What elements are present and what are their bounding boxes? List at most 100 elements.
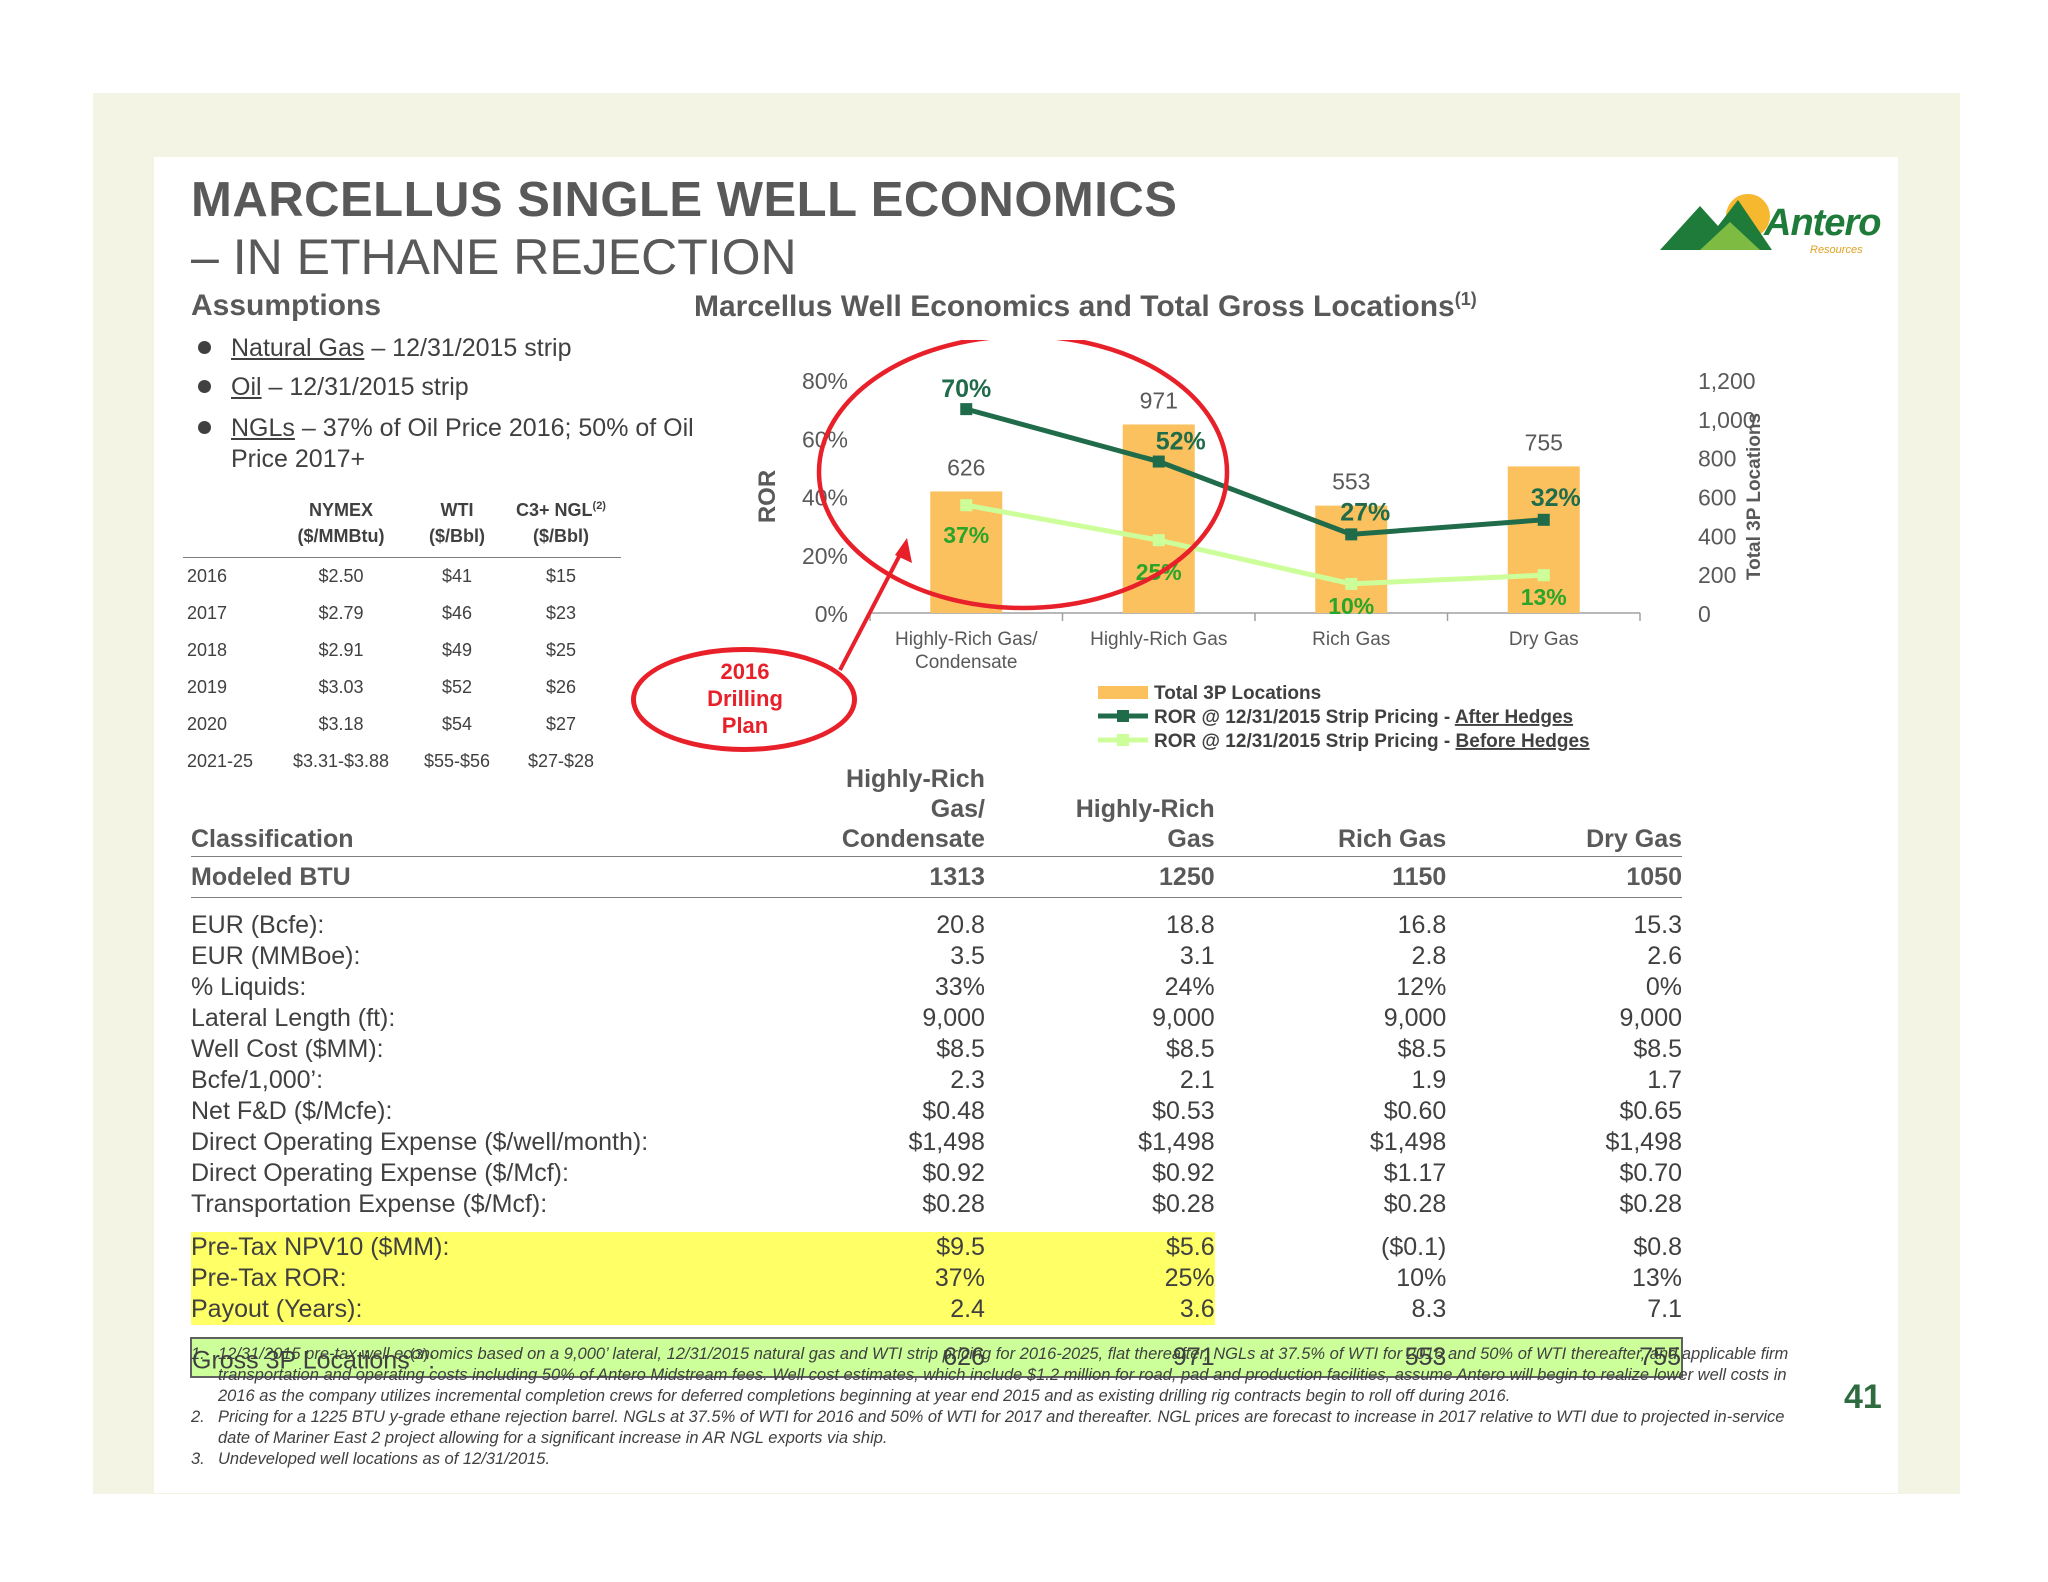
economics-table: Classification Highly-Rich Gas/Condensate… <box>189 764 1683 1379</box>
legend-prefix: ROR @ 12/31/2015 Strip Pricing - <box>1154 731 1456 752</box>
assumption-row: 2019 $3.03 $52 $26 <box>183 669 621 706</box>
well-economics-chart: 0%20%40%60%80%02004006008001,0001,200ROR… <box>754 340 1765 752</box>
economics-row: % Liquids: 33% 24% 12% 0% <box>191 972 1682 1003</box>
footnotes: 1. 12/31/2015 pre-tax well economics base… <box>191 1344 1801 1470</box>
bar-total-3p-locations <box>1507 466 1580 613</box>
value-cell: 9,000 <box>1619 1004 1682 1032</box>
value-cell: 2.8 <box>1411 942 1447 970</box>
economics-row: Bcfe/1,000’: 2.3 2.1 1.9 1.7 <box>191 1065 1682 1096</box>
x-tick-label: Highly-Rich Gas/ <box>895 629 1038 650</box>
highlight-row: Pre-Tax NPV10 ($MM): $9.5 $5.6 ($0.1) $0.8 <box>191 1232 1682 1263</box>
value-cell: $0.48 <box>922 1097 985 1125</box>
row-label: Direct Operating Expense ($/Mcf): <box>191 1159 569 1187</box>
highlight-row: Payout (Years): 2.4 3.6 8.3 7.1 <box>191 1294 1682 1325</box>
assumption-cell: 2017 <box>187 603 228 623</box>
value-cell: 2.3 <box>950 1066 985 1094</box>
value-cell: 20.8 <box>936 911 985 939</box>
row-label: Pre-Tax NPV10 ($MM): <box>191 1232 811 1263</box>
header-column: Rich Gas <box>1214 764 1447 857</box>
legend-swatch-marker <box>1117 710 1129 722</box>
y-tick-label: 0% <box>815 601 848 627</box>
bar-data-label: 755 <box>1525 429 1563 455</box>
value-cell: 2.4 <box>810 1294 985 1325</box>
y-axis-label: ROR <box>754 470 781 523</box>
line-marker <box>960 499 973 512</box>
x-tick-label: Rich Gas <box>1312 629 1390 650</box>
antero-logo: Antero Resources <box>1660 188 1890 268</box>
value-cell: $1,498 <box>1605 1128 1682 1156</box>
after-hedges-data-label: 32% <box>1531 484 1581 512</box>
value-cell: $0.53 <box>1152 1097 1215 1125</box>
economics-row: Net F&D ($/Mcfe): $0.48 $0.53 $0.60 $0.65 <box>191 1096 1682 1127</box>
y2-axis-label: Total 3P Locations <box>1744 413 1765 580</box>
bar-data-label: 626 <box>947 454 985 480</box>
row-label: EUR (Bcfe): <box>191 911 325 939</box>
row-label: Pre-Tax ROR: <box>191 1263 811 1294</box>
value-cell: 1.7 <box>1647 1066 1682 1094</box>
y2-tick-label: 1,000 <box>1698 407 1756 433</box>
price-assumptions-table: NYMEX ($/MMBtu) WTI ($/Bbl) C3+ NGL(2) ($/B… <box>183 493 621 780</box>
value-cell: $8.5 <box>936 1035 985 1063</box>
value-cell: $8.5 <box>1633 1035 1682 1063</box>
value-cell: $1,498 <box>1369 1128 1447 1156</box>
legend-underlined: Before Hedges <box>1456 731 1590 752</box>
logo-subtext: Resources <box>1810 244 1863 256</box>
value-cell: 18.8 <box>1165 911 1215 939</box>
highlight-circle <box>816 340 1230 611</box>
bar-data-label: 971 <box>1140 387 1178 413</box>
line-marker <box>1152 455 1165 468</box>
economics-row: EUR (MMBoe): 3.5 3.1 2.8 2.6 <box>191 941 1682 972</box>
header-classification: Classification <box>191 764 811 857</box>
value-cell: $0.60 <box>1383 1097 1447 1125</box>
assumption-cell: $2.91 <box>318 640 364 660</box>
value-cell: $1.17 <box>1383 1159 1447 1187</box>
after-hedges-data-label: 70% <box>941 375 991 403</box>
assumption-row: 2016 $2.50 $41 $15 <box>183 558 621 596</box>
x-tick-label: Condensate <box>915 652 1017 673</box>
value-cell: 2.6 <box>1647 942 1682 970</box>
assumption-cell: 2018 <box>187 640 228 660</box>
line-marker <box>960 403 973 416</box>
logo-text: Antero <box>1764 202 1881 244</box>
assumption-cell: $25 <box>545 640 577 660</box>
economics-header: Classification Highly-Rich Gas/Condensate… <box>191 764 1682 857</box>
y2-tick-label: 1,200 <box>1698 368 1756 394</box>
modeled-btu-row: Modeled BTU 1313 1250 1150 1050 <box>191 856 1682 898</box>
legend-label-bar: Total 3P Locations <box>1154 683 1321 704</box>
header-column: Highly-Rich Gas <box>984 764 1215 857</box>
row-label: Lateral Length (ft): <box>191 1004 396 1032</box>
economics-row: Well Cost ($MM): $8.5 $8.5 $8.5 $8.5 <box>191 1034 1682 1065</box>
value-cell: 1150 <box>1214 856 1447 898</box>
highlight-row: Pre-Tax ROR: 37% 25% 10% 13% <box>191 1263 1682 1294</box>
drilling-plan-callout <box>631 647 857 752</box>
footnote: 2. Pricing for a 1225 BTU y-grade ethane … <box>191 1408 1785 1447</box>
value-cell: $0.28 <box>1619 1190 1682 1218</box>
page-title: MARCELLUS SINGLE WELL ECONOMICS <box>191 173 1178 227</box>
line-marker <box>1345 528 1358 541</box>
economics-row: EUR (Bcfe): 20.8 18.8 16.8 15.3 <box>191 910 1682 941</box>
after-hedges-data-label: 27% <box>1340 498 1390 526</box>
value-cell: $0.28 <box>1383 1190 1447 1218</box>
value-cell: 3.5 <box>950 942 985 970</box>
row-label: Direct Operating Expense ($/well/month): <box>191 1128 649 1156</box>
y2-tick-label: 600 <box>1698 485 1736 511</box>
assumption-cell: 2019 <box>187 677 228 697</box>
line-series-after-hedges <box>965 406 1544 537</box>
assumption-row: 2020 $3.18 $54 $27 <box>183 706 621 743</box>
value-cell: 1050 <box>1446 856 1682 898</box>
page-subtitle: – IN ETHANE REJECTION <box>191 229 797 285</box>
row-label: Gross 3P Locations(3): <box>189 1336 811 1379</box>
before-hedges-data-label: 37% <box>943 522 989 548</box>
before-hedges-data-label: 13% <box>1521 584 1567 610</box>
assumption-row: 2018 $2.91 $49 $25 <box>183 632 621 669</box>
value-cell: 25% <box>984 1263 1215 1294</box>
line-marker <box>1345 577 1358 590</box>
value-cell: 2.1 <box>1179 1066 1215 1094</box>
value-cell: $8.5 <box>1397 1035 1447 1063</box>
line-marker <box>1537 513 1550 526</box>
assumption-cell: $2.79 <box>318 603 364 623</box>
value-cell: 15.3 <box>1633 911 1682 939</box>
row-label: Modeled BTU <box>191 856 811 898</box>
value-cell: ($0.1) <box>1381 1233 1447 1261</box>
value-cell: 1313 <box>810 856 985 898</box>
